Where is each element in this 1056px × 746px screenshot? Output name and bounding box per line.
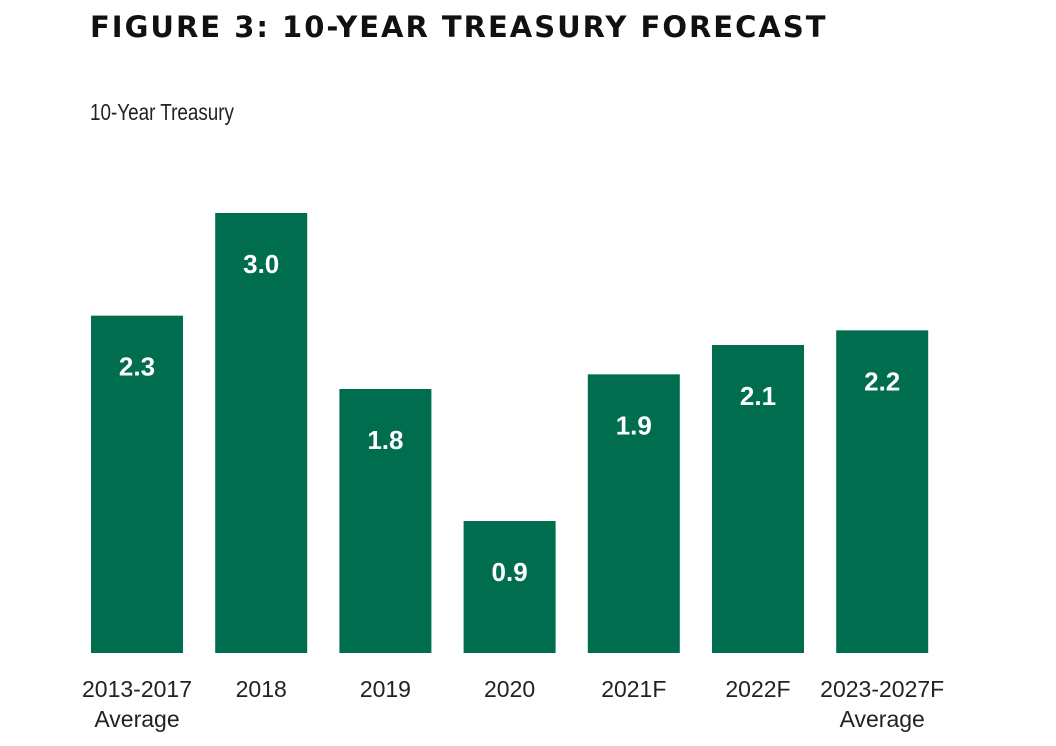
bar-0 [91,315,183,653]
x-tick-label-1: 2018 [236,676,287,702]
x-tick-label-6: 2023-2027F [820,676,944,702]
data-label-5: 2.1 [740,381,776,411]
figure-title: FIGURE 3: 10-YEAR TREASURY FORECAST [90,10,828,44]
data-label-2: 1.8 [367,425,403,455]
bar-1 [215,213,308,653]
data-label-4: 1.9 [616,410,652,440]
chart-subtitle: 10-Year Treasury [90,99,234,125]
x-tick-label-0-line2: Average [94,706,179,732]
bar-4 [587,374,680,653]
x-tick-label-5: 2022F [725,676,790,702]
x-tick-label-4: 2021F [601,676,666,702]
bar-3 [463,521,556,653]
data-label-1: 3.0 [243,249,279,279]
x-tick-label-2: 2019 [360,676,411,702]
x-tick-label-6-line2: Average [840,706,925,732]
bar-2 [339,389,432,653]
data-label-6: 2.2 [864,366,900,396]
x-tick-label-3: 2020 [484,676,535,702]
bar-5 [712,345,804,653]
data-label-3: 0.9 [492,557,528,587]
x-tick-label-0: 2013-2017 [82,676,192,702]
bar-6 [836,330,929,653]
data-label-0: 2.3 [119,352,155,382]
